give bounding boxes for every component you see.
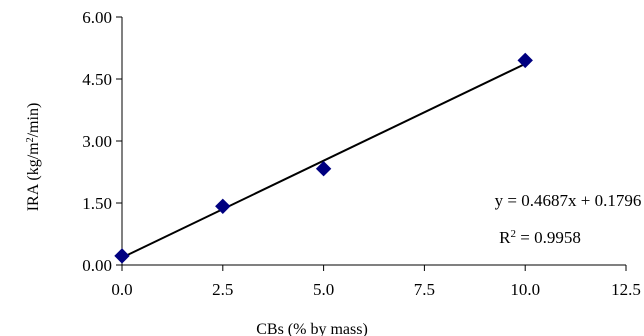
plot-area bbox=[116, 16, 627, 271]
r-squared-annotation: R2 = 0.9958 bbox=[499, 228, 581, 247]
tick-labels: 0.0 2.5 5.0 7.5 10.0 12.5 0.00 1.50 3.00 4.50 6.00 bbox=[82, 8, 641, 299]
data-marks bbox=[114, 52, 533, 264]
x-tick-label: 12.5 bbox=[611, 280, 641, 299]
x-tick-label: 7.5 bbox=[414, 280, 435, 299]
y-tick-label: 3.00 bbox=[82, 132, 112, 151]
y-axis-label: IRA (kg/m2/min) bbox=[25, 103, 43, 212]
data-point bbox=[215, 198, 231, 215]
y-tick-label: 0.00 bbox=[82, 256, 112, 275]
y-tick-label: 1.50 bbox=[82, 194, 112, 213]
y-tick-label: 6.00 bbox=[82, 8, 112, 27]
trendline-equation: y = 0.4687x + 0.1796 bbox=[495, 191, 642, 210]
x-tick-label: 2.5 bbox=[212, 280, 233, 299]
x-tick-label: 5.0 bbox=[313, 280, 334, 299]
data-point bbox=[114, 248, 130, 264]
x-tick-label: 0.0 bbox=[111, 280, 132, 299]
data-point bbox=[315, 160, 332, 177]
trendline bbox=[121, 62, 526, 259]
data-point bbox=[517, 52, 533, 69]
y-tick-label: 4.50 bbox=[82, 70, 112, 89]
x-axis-label: CBs (% by mass) bbox=[256, 321, 368, 336]
x-tick-label: 10.0 bbox=[510, 280, 540, 299]
